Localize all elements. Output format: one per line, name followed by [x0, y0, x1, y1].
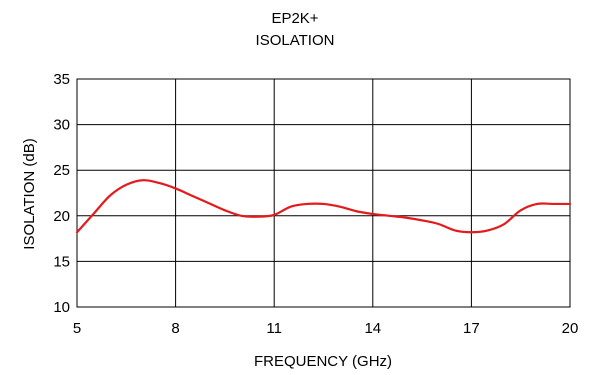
chart-subtitle: ISOLATION — [256, 32, 335, 49]
x-axis-title: FREQUENCY (GHz) — [254, 353, 392, 370]
x-tick-label: 20 — [562, 320, 579, 337]
y-axis-title: ISOLATION (dB) — [21, 138, 38, 249]
y-tick-label: 30 — [53, 117, 70, 134]
plot-frame — [76, 78, 571, 308]
y-tick-label: 25 — [53, 162, 70, 179]
x-tick-label: 14 — [364, 320, 381, 337]
x-tick-label: 5 — [73, 320, 81, 337]
x-tick-label: 17 — [463, 320, 480, 337]
axes — [76, 78, 571, 308]
y-tick-label: 20 — [53, 208, 70, 225]
x-tick-label: 8 — [171, 320, 179, 337]
y-tick-label: 35 — [53, 71, 70, 88]
y-tick-label: 15 — [53, 253, 70, 270]
y-tick-label: 10 — [53, 299, 70, 316]
tick-labels: 5 8 11 14 17 20 10 15 20 25 30 35 — [53, 71, 578, 337]
chart-title: EP2K+ — [271, 10, 318, 27]
isolation-series-line — [75, 179, 572, 234]
x-tick-label: 11 — [266, 320, 282, 337]
grid-lines — [77, 79, 570, 307]
series-layer — [75, 179, 572, 234]
